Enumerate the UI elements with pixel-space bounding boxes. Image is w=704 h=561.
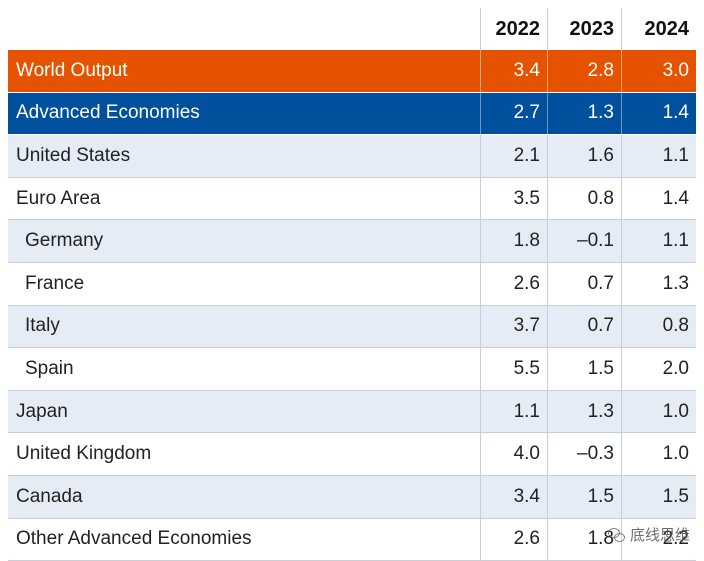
value-2022: 3.5 <box>480 177 547 220</box>
row-label: Euro Area <box>16 187 101 209</box>
value-2023: 1.3 <box>547 92 621 135</box>
watermark: 底线思维 <box>607 524 690 545</box>
table-header-row: 2022 2023 2024 <box>8 8 696 50</box>
row-label: Advanced Economies <box>16 102 200 124</box>
value-2023: 1.5 <box>547 348 621 390</box>
header-year-2022: 2022 <box>480 8 547 50</box>
row-label: Canada <box>16 485 83 507</box>
value-2023: –0.3 <box>547 433 621 475</box>
row-label: Germany <box>25 230 104 252</box>
value-2023: 1.5 <box>547 475 621 518</box>
value-2024: 1.0 <box>621 433 696 475</box>
value-2023: –0.1 <box>547 220 621 262</box>
row-label: Spain <box>25 357 74 379</box>
value-2022: 2.1 <box>480 135 547 177</box>
value-2024: 3.0 <box>621 50 696 92</box>
value-2022: 2.7 <box>480 92 547 135</box>
value-2022: 3.4 <box>480 50 547 92</box>
value-2024: 1.5 <box>621 475 696 518</box>
growth-table: 2022 2023 2024 World Output 3.4 2.8 3.0 Adva… <box>8 8 696 561</box>
value-2023: 0.7 <box>547 305 621 348</box>
value-2023: 0.7 <box>547 262 621 305</box>
value-2024: 0.8 <box>621 305 696 348</box>
table-row: Canada 3.4 1.5 1.5 <box>8 475 696 519</box>
table-row: Euro Area 3.5 0.8 1.4 <box>8 177 696 221</box>
value-2023: 1.3 <box>547 390 621 433</box>
table-row: World Output 3.4 2.8 3.0 <box>8 50 696 93</box>
header-year-2023: 2023 <box>547 8 621 50</box>
value-2022: 1.1 <box>480 390 547 433</box>
row-label: Italy <box>25 315 60 337</box>
value-2024: 1.4 <box>621 92 696 135</box>
value-2024: 1.4 <box>621 177 696 220</box>
value-2024: 1.1 <box>621 135 696 177</box>
value-2024: 1.0 <box>621 390 696 433</box>
table-row: Italy 3.7 0.7 0.8 <box>8 305 696 349</box>
wechat-icon <box>607 527 626 542</box>
table-row: Other Advanced Economies 2.6 1.8 2.2 <box>8 518 696 561</box>
header-year-2024: 2024 <box>621 8 696 50</box>
row-label: Other Advanced Economies <box>16 528 252 550</box>
row-label: France <box>25 272 85 294</box>
value-2022: 4.0 <box>480 433 547 475</box>
value-2024: 1.3 <box>621 262 696 305</box>
table-row: France 2.6 0.7 1.3 <box>8 262 696 306</box>
row-label: Japan <box>16 400 68 422</box>
value-2023: 0.8 <box>547 177 621 220</box>
value-2023: 1.8 <box>547 518 621 561</box>
table-row: Germany 1.8 –0.1 1.1 <box>8 220 696 263</box>
table-row: Japan 1.1 1.3 1.0 <box>8 390 696 434</box>
value-2024: 2.0 <box>621 348 696 390</box>
value-2023: 1.6 <box>547 135 621 177</box>
table-body: World Output 3.4 2.8 3.0 Advanced Economies 2… <box>8 50 696 561</box>
value-2022: 2.6 <box>480 262 547 305</box>
value-2022: 1.8 <box>480 220 547 262</box>
value-2023: 2.8 <box>547 50 621 92</box>
table-row: Spain 5.5 1.5 2.0 <box>8 348 696 391</box>
header-label-cell <box>8 8 480 50</box>
value-2022: 3.4 <box>480 475 547 518</box>
value-2022: 3.7 <box>480 305 547 348</box>
table-row: United States 2.1 1.6 1.1 <box>8 135 696 178</box>
row-label: United Kingdom <box>16 443 152 465</box>
row-label: United States <box>16 144 131 166</box>
watermark-text: 底线思维 <box>629 527 690 544</box>
table-row: United Kingdom 4.0 –0.3 1.0 <box>8 433 696 476</box>
row-label: World Output <box>16 59 128 81</box>
value-2024: 1.1 <box>621 220 696 262</box>
value-2022: 2.6 <box>480 518 547 561</box>
table-row: Advanced Economies 2.7 1.3 1.4 <box>8 92 696 136</box>
value-2022: 5.5 <box>480 348 547 390</box>
